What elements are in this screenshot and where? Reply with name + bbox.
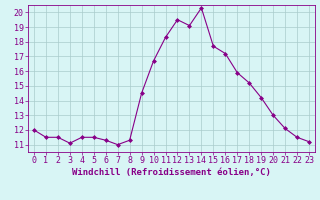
X-axis label: Windchill (Refroidissement éolien,°C): Windchill (Refroidissement éolien,°C) [72, 168, 271, 177]
